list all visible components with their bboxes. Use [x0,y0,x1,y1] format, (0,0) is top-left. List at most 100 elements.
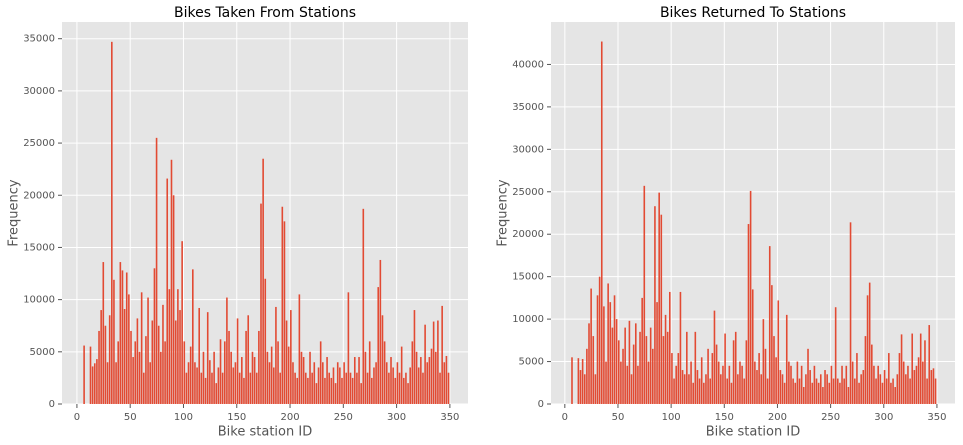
bar [890,382,892,404]
bar [381,315,384,404]
bar [123,309,126,404]
bar [217,367,220,404]
bar [388,372,390,404]
bar [236,318,239,404]
bar [592,336,595,404]
bar [596,295,599,404]
bar [209,360,211,404]
bar [153,268,156,404]
y-tick-label: 25000 [23,138,55,149]
bar [170,159,173,404]
bar [330,377,333,404]
bar [754,361,756,404]
bar [270,346,273,404]
bar [287,346,290,404]
bar [734,331,737,404]
bar [102,262,105,404]
bar [694,331,697,404]
bar [411,341,414,404]
bar [637,365,639,404]
bar [924,340,926,404]
bar [292,362,294,404]
bar [607,283,609,404]
x-tick-label: 150 [715,412,734,423]
bar [324,377,326,404]
bar [764,348,767,404]
bar [751,289,754,404]
bar [698,378,701,404]
bar [807,348,809,404]
bar [243,377,245,404]
bar [100,310,102,404]
bar [819,374,822,404]
bar [700,357,703,404]
bar [720,374,722,404]
bar [915,365,918,404]
bar [430,348,433,404]
bar [858,382,860,404]
bar [771,285,773,404]
bar [741,365,743,404]
bar [732,340,735,404]
bar [89,346,92,404]
chart-title: Bikes Taken From Stations [174,5,356,21]
bar [356,372,358,404]
x-tick-label: 50 [612,412,625,423]
y-tick-label: 20000 [512,229,544,240]
bar [268,362,271,404]
y-tick-label: 35000 [512,102,544,113]
bar [866,295,869,404]
bar [189,346,192,404]
bar [377,287,380,404]
bar [415,351,418,404]
bar [215,383,218,404]
bar [883,370,886,404]
bar [581,359,584,404]
bar [394,377,397,404]
bar [200,372,203,404]
bar [360,383,362,404]
bar [673,378,675,404]
bar [690,361,692,404]
bar [174,320,177,404]
y-tick-label: 20000 [23,190,55,201]
bar [111,41,113,405]
bar [681,370,684,404]
y-tick-label: 10000 [512,314,544,325]
x-tick-label: 200 [768,412,787,423]
bar [392,367,394,404]
bar [862,370,865,404]
bar [805,374,807,404]
y-tick-label: 35000 [23,34,55,45]
bar [917,357,920,404]
bar [671,353,673,404]
bar [155,137,158,404]
bar [106,362,109,404]
x-tick-label: 150 [227,412,246,423]
bar [315,383,318,404]
bar [802,387,805,404]
bar [375,362,377,404]
bar [136,318,139,404]
bar [424,324,426,404]
bar [788,361,790,404]
bar [181,241,183,404]
y-tick-label: 25000 [512,187,544,198]
bar [251,351,254,404]
bar [586,348,588,404]
bar [830,365,833,404]
bar [796,361,799,404]
bar [583,374,586,404]
bar [909,378,911,404]
bar [319,341,322,404]
bar [447,372,450,404]
bar [349,372,352,404]
bar [590,288,592,404]
bar [351,377,354,404]
bar [888,353,890,404]
bar [147,297,149,404]
bar [345,372,348,404]
x-tick-label: 300 [387,412,406,423]
bar [652,348,654,404]
bar [768,246,771,404]
